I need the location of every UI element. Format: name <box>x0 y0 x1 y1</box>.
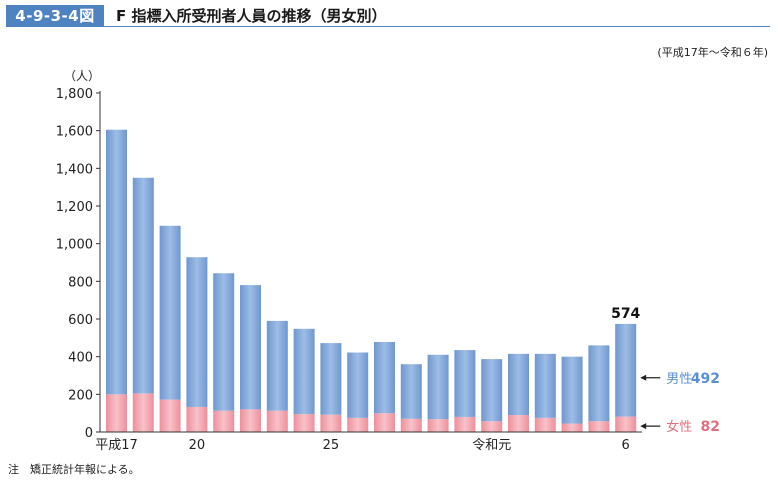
bar-male <box>534 353 556 418</box>
annotation-arrowhead-male <box>640 374 647 381</box>
y-tick-label: 1,600 <box>56 125 93 140</box>
annotation-value-female: 82 <box>701 419 720 435</box>
annotation-arrowhead-female <box>640 423 647 430</box>
bar-male <box>106 129 127 395</box>
bar-male <box>266 320 288 411</box>
bar-female <box>186 406 208 432</box>
bar-female <box>400 418 422 432</box>
bar-female <box>213 410 235 432</box>
footnote: 注 矯正統計年報による。 <box>8 463 140 476</box>
bar-male <box>186 257 208 407</box>
bar-male <box>615 323 637 417</box>
figure-header: 4-9-3-4図 F 指標入所受刑者人員の推移（男女別） <box>0 0 778 28</box>
bar-male <box>374 341 395 414</box>
bar-male <box>132 177 154 394</box>
bar-male <box>320 343 342 415</box>
bar-female <box>320 414 342 432</box>
x-tick-label: 平成17 <box>95 438 138 453</box>
bar-female <box>454 416 476 432</box>
bar-male <box>454 350 476 417</box>
bar-male <box>159 225 181 400</box>
y-tick-label: 0 <box>85 426 93 441</box>
bar-female <box>481 421 503 432</box>
bar-male <box>293 328 315 415</box>
annotation-value-male: 492 <box>691 371 720 387</box>
annotation-label-female: 女性 <box>666 419 692 435</box>
header-divider <box>104 26 770 27</box>
bar-female <box>106 394 127 432</box>
x-tick-label: 令和元 <box>472 438 511 453</box>
y-tick-label: 1,200 <box>56 200 93 215</box>
bar-male <box>481 359 503 422</box>
bar-male <box>400 364 422 419</box>
y-tick-label: 1,400 <box>56 162 93 177</box>
bar-female <box>159 399 181 432</box>
bar-female <box>266 410 288 432</box>
bar-male <box>347 352 369 418</box>
bar-female <box>374 413 395 432</box>
figure-title: F 指標入所受刑者人員の推移（男女別） <box>116 7 387 25</box>
bar-female <box>615 416 637 432</box>
bar-male <box>427 354 449 420</box>
bar-male <box>588 345 610 422</box>
y-tick-label: 200 <box>68 388 93 403</box>
bar-female <box>508 415 529 432</box>
annotation-label-male: 男性 <box>666 372 692 387</box>
bar-male <box>508 353 529 416</box>
y-tick-label: 1,000 <box>56 238 93 253</box>
x-tick-label: 25 <box>323 438 340 453</box>
bar-female <box>240 409 261 432</box>
bar-female <box>561 423 583 432</box>
y-tick-label: 600 <box>68 313 93 328</box>
x-tick-label: 6 <box>622 438 630 453</box>
bar-male <box>240 285 261 410</box>
period-note: (平成17年～令和６年) <box>657 46 768 59</box>
bar-female <box>132 393 154 432</box>
bar-female <box>534 417 556 432</box>
total-data-label: 574 <box>611 306 640 322</box>
y-tick-label: 1,800 <box>56 87 93 102</box>
y-tick-label: 800 <box>68 275 93 290</box>
y-tick-label: 400 <box>68 351 93 366</box>
bar-male <box>213 273 235 411</box>
y-axis-unit-label: （人） <box>64 69 100 83</box>
bar-female <box>588 421 610 432</box>
bar-female <box>427 419 449 432</box>
figure-number: 4-9-3-4図 <box>6 5 104 27</box>
bar-female <box>293 414 315 432</box>
bar-male <box>561 356 583 424</box>
bar-female <box>347 417 369 432</box>
x-tick-label: 20 <box>189 438 206 453</box>
